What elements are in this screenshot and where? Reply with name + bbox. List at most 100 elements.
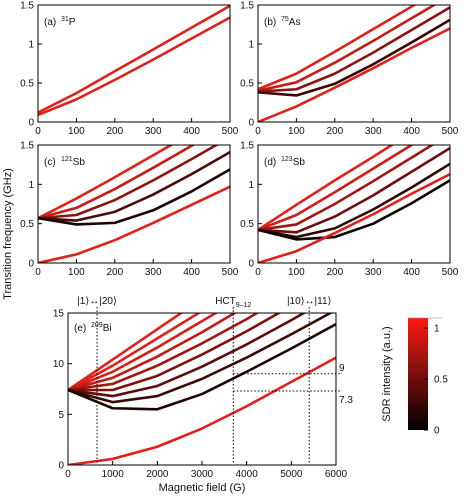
x-tick-label: 400: [183, 267, 200, 278]
y-tick-label: 0.5: [20, 219, 34, 230]
y-tick-label: 0: [28, 259, 34, 270]
series-line: [68, 313, 184, 392]
marker-subscript: 9–12: [236, 302, 252, 309]
y-axis-label: Transition frequency (GHz): [2, 168, 14, 300]
element-symbol: Sb: [73, 157, 86, 168]
series-line: [68, 313, 202, 392]
x-tick-label: 300: [365, 126, 382, 137]
series-line: [258, 162, 450, 239]
axes-frame: [37, 4, 231, 123]
y-tick-label: 0.5: [20, 79, 34, 90]
isotope-mass: 75: [281, 16, 289, 23]
series-line: [68, 313, 260, 392]
x-tick-label: 2000: [146, 469, 169, 480]
colorbar-label: SDR intensity (a.u.): [381, 326, 393, 421]
x-tick-label: 4000: [236, 469, 259, 480]
y-tick-label: 5: [58, 410, 64, 421]
level-label: 7.3: [339, 395, 353, 406]
series-line: [68, 313, 282, 392]
series-line: [258, 147, 450, 234]
y-tick-label: 1.5: [20, 141, 34, 152]
x-tick-label: 0: [255, 126, 261, 137]
y-tick-label: 0.5: [240, 79, 254, 90]
colorbar: [408, 318, 428, 430]
x-tick-label: 200: [106, 126, 123, 137]
element-symbol: P: [69, 17, 76, 28]
x-tick-label: 1000: [102, 469, 125, 480]
series-line: [258, 18, 450, 97]
panel-letter: (d): [264, 157, 276, 168]
x-tick-label: 300: [365, 267, 382, 278]
x-tick-label: 100: [288, 126, 305, 137]
y-tick-label: 1: [248, 40, 254, 51]
axes-frame: [37, 144, 231, 264]
series-line: [38, 168, 230, 226]
series-line: [258, 145, 415, 232]
panel-letter: (a): [44, 17, 56, 28]
series-line: [68, 313, 238, 392]
panel-isotope: 121Sb: [61, 156, 85, 168]
panel-isotope: 209Bi: [91, 322, 112, 334]
y-tick-label: 1.5: [20, 1, 34, 12]
x-tick-label: 200: [106, 267, 123, 278]
series-line: [38, 16, 230, 117]
panel-letter: (c): [44, 157, 56, 168]
isotope-mass: 123: [281, 156, 293, 163]
x-tick-label: 400: [403, 267, 420, 278]
panel-isotope: 75As: [281, 16, 300, 28]
x-tick-label: 100: [68, 126, 85, 137]
series-line: [258, 145, 435, 232]
series-line: [258, 5, 437, 93]
isotope-mass: 121: [61, 156, 73, 163]
colorbar-tick-label: 0: [434, 426, 440, 437]
series-line: [68, 313, 307, 398]
panel-letter: (b): [264, 17, 276, 28]
x-tick-label: 200: [326, 267, 343, 278]
series-line: [38, 145, 219, 220]
y-tick-label: 1.5: [240, 1, 254, 12]
plot-area: [38, 145, 230, 263]
element-symbol: As: [289, 17, 301, 28]
series-line: [68, 313, 334, 404]
x-tick-label: 500: [442, 267, 459, 278]
y-tick-label: 0: [248, 118, 254, 129]
series-line: [258, 5, 417, 91]
series-line: [68, 356, 336, 465]
series-line: [38, 145, 196, 220]
series-line: [68, 313, 219, 392]
series-line: [258, 179, 450, 241]
element-symbol: Bi: [103, 323, 112, 334]
series-line: [38, 150, 230, 222]
plot-area: [68, 313, 336, 465]
colorbar-tick-label: 1: [434, 324, 440, 335]
series-line: [258, 6, 450, 93]
x-tick-label: 0: [255, 267, 261, 278]
x-tick-label: 500: [222, 126, 239, 137]
x-tick-label: 200: [326, 126, 343, 137]
marker-label: |10⟩↔|11⟩: [287, 296, 332, 307]
x-tick-label: 0: [35, 267, 41, 278]
series-line: [258, 27, 450, 122]
plot-area: [258, 145, 450, 263]
marker-label: |1⟩↔|20⟩: [77, 296, 117, 307]
series-line: [258, 172, 450, 263]
isotope-mass: 31: [61, 16, 69, 23]
series-line: [38, 185, 230, 263]
x-tick-label: 0: [35, 126, 41, 137]
x-tick-label: 3000: [191, 469, 214, 480]
marker-label: HCT9–12: [215, 296, 251, 309]
x-tick-label: 300: [145, 126, 162, 137]
y-tick-label: 0: [58, 461, 64, 472]
level-label: 9: [339, 363, 345, 374]
y-tick-label: 0: [248, 259, 254, 270]
element-symbol: Sb: [293, 157, 306, 168]
y-tick-label: 0.5: [240, 219, 254, 230]
x-tick-label: 300: [145, 267, 162, 278]
x-tick-label: 0: [65, 469, 71, 480]
x-tick-label: 100: [68, 267, 85, 278]
plot-area: [38, 5, 230, 117]
axes-frame: [257, 4, 451, 123]
marker-text: HCT: [215, 296, 236, 307]
plot-area: [258, 5, 450, 122]
